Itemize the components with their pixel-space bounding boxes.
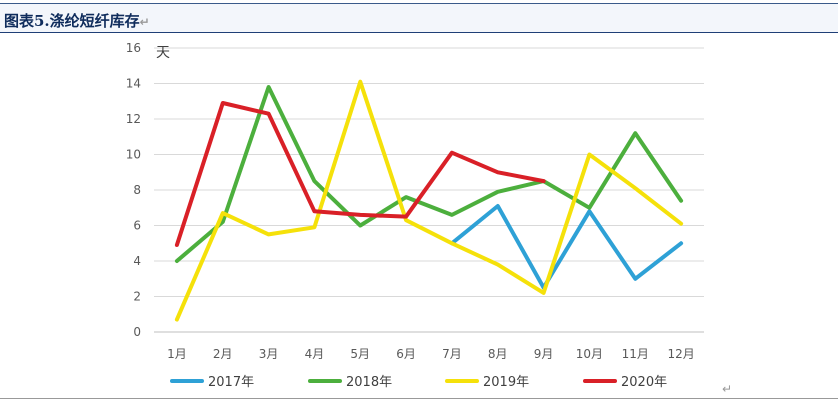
series-line-2020年: [174, 101, 546, 247]
x-tick-label: 10月: [576, 347, 603, 361]
y-tick-label: 12: [126, 112, 141, 126]
series-line-2019年: [174, 79, 684, 322]
y-tick-label: 10: [126, 148, 141, 162]
legend-label: 2019年: [483, 375, 529, 390]
series-line-2018年: [174, 85, 684, 263]
header-bar: 图表5.涤纶短纤库存↵: [0, 3, 838, 33]
y-tick-label: 6: [133, 219, 141, 233]
x-tick-label: 5月: [350, 347, 370, 361]
legend-label: 2017年: [208, 375, 254, 390]
series-line-2017年: [449, 204, 684, 290]
x-tick-label: 1月: [167, 347, 187, 361]
paragraph-mark-icon: ↵: [139, 15, 150, 29]
legend-label: 2018年: [346, 375, 392, 390]
x-tick-label: 7月: [442, 347, 462, 361]
bottom-rule: [0, 398, 838, 399]
legend-label: 2020年: [621, 375, 667, 390]
x-tick-label: 2月: [213, 347, 233, 361]
x-tick-label: 9月: [534, 347, 554, 361]
x-tick-label: 11月: [622, 347, 649, 361]
x-tick-label: 4月: [305, 347, 325, 361]
y-tick-label: 14: [126, 77, 141, 91]
page-title: 图表5.涤纶短纤库存↵: [4, 12, 150, 30]
x-tick-label: 3月: [259, 347, 279, 361]
y-tick-label: 4: [133, 254, 141, 268]
y-tick-label: 2: [133, 290, 141, 304]
x-tick-label: 6月: [396, 347, 416, 361]
y-axis-label: 天: [156, 45, 170, 61]
x-tick-label: 12月: [667, 347, 694, 361]
y-tick-label: 8: [133, 183, 141, 197]
y-tick-label: 0: [133, 325, 141, 339]
y-tick-label: 16: [126, 41, 141, 55]
x-tick-label: 8月: [488, 347, 508, 361]
paragraph-mark-icon: ↵: [722, 382, 733, 396]
